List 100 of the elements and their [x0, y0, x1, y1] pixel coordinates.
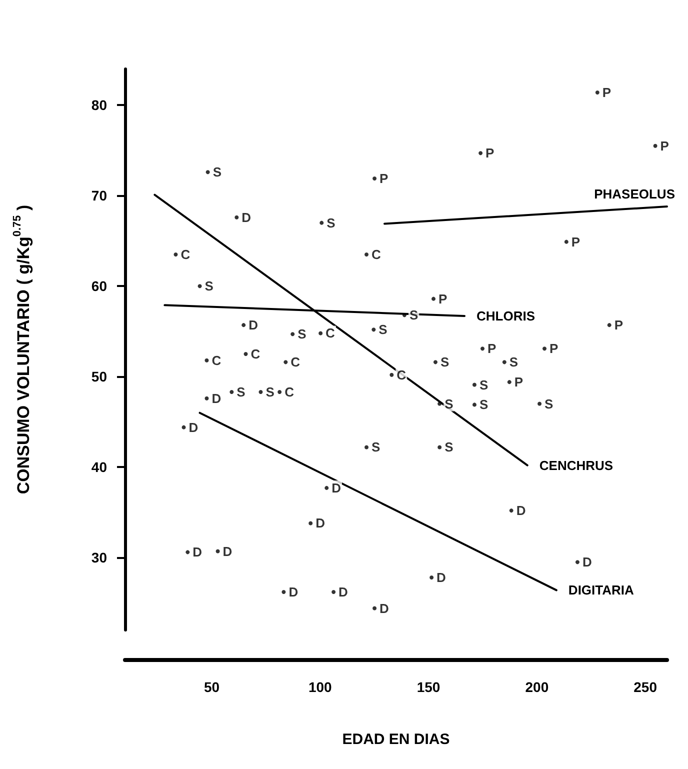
y-tick-label: 40: [91, 459, 108, 476]
text: D: [192, 544, 202, 560]
point: [372, 328, 376, 332]
text: D: [288, 584, 298, 600]
point: [244, 352, 248, 356]
point: [308, 521, 313, 526]
point: [507, 380, 512, 384]
point: [206, 170, 210, 174]
series-label: CENCHRUS: [539, 458, 614, 473]
point: [174, 252, 178, 256]
text: P: [486, 146, 494, 161]
point: [278, 390, 282, 394]
point: [509, 508, 514, 513]
x-tick-label: 100: [308, 679, 332, 695]
y-tick-label: 50: [91, 368, 108, 385]
text: D: [516, 503, 526, 518]
series-label: D: [242, 210, 252, 225]
text: P: [614, 318, 624, 333]
series-label: S: [212, 164, 222, 180]
text: P: [438, 291, 448, 306]
text: P: [488, 341, 496, 356]
point: [430, 576, 434, 580]
text: S: [266, 384, 274, 400]
point: [595, 90, 600, 95]
text: P: [514, 374, 524, 390]
text: P: [571, 234, 580, 250]
point: [432, 296, 436, 301]
point: [324, 486, 329, 490]
text: D: [188, 420, 198, 435]
text: D: [380, 600, 389, 616]
point: [480, 346, 485, 351]
text: S: [204, 278, 214, 294]
point: [204, 358, 209, 362]
point: [438, 402, 442, 406]
point: [564, 240, 568, 244]
point: [607, 323, 612, 328]
text: S: [236, 384, 246, 400]
text: S: [509, 354, 518, 370]
y-axis-title: CONSUMO VOLUNTARIO ( g/Kg0.75 ): [12, 204, 33, 494]
point: [364, 445, 369, 450]
point: [234, 215, 239, 220]
point: [258, 390, 263, 394]
text: P: [380, 170, 388, 186]
text: S: [479, 377, 488, 392]
point: [538, 402, 542, 406]
text: S: [298, 326, 306, 342]
text: S: [378, 322, 388, 338]
text: D: [222, 544, 232, 559]
text: C: [326, 326, 335, 341]
text: S: [544, 396, 554, 412]
text: C: [284, 384, 294, 400]
point: [472, 382, 476, 387]
text: P: [660, 138, 669, 154]
point: [318, 331, 323, 336]
point: [438, 445, 442, 450]
text: C: [396, 367, 406, 382]
point: [230, 390, 234, 394]
point: [364, 252, 369, 256]
series-label: P: [602, 85, 612, 100]
series-label: CHLORIS: [476, 308, 536, 324]
x-tick-label: 150: [416, 679, 440, 695]
point: [502, 360, 506, 364]
point: [204, 396, 209, 400]
point: [372, 176, 377, 180]
point: [372, 606, 377, 610]
text: C: [212, 352, 222, 368]
x-tick-label: 50: [204, 679, 220, 695]
text: S: [444, 396, 454, 412]
series-label: C: [180, 246, 191, 262]
point: [390, 372, 394, 377]
text: C: [372, 246, 381, 262]
text: C: [290, 354, 300, 370]
text: D: [338, 584, 348, 600]
x-tick-label: 250: [634, 679, 658, 695]
point: [284, 360, 288, 364]
point: [478, 151, 483, 156]
point: [198, 284, 202, 288]
y-tick-label: 70: [91, 188, 108, 204]
point: [575, 560, 580, 564]
point: [320, 220, 324, 225]
series-label: PHASEOLUS: [594, 186, 676, 202]
point: [472, 402, 476, 407]
point: [542, 346, 547, 351]
point: [290, 332, 295, 336]
y-tick-label: 30: [91, 550, 108, 566]
text: S: [444, 440, 454, 455]
point: [216, 549, 220, 554]
point: [282, 590, 286, 594]
text: P: [550, 341, 558, 356]
point: [332, 590, 336, 594]
y-tick-label: 60: [91, 278, 108, 294]
text: D: [316, 516, 325, 531]
x-axis-title: EDAD EN DIAS: [342, 731, 450, 748]
text: D: [582, 554, 592, 570]
text: D: [436, 570, 446, 586]
text: S: [409, 308, 418, 323]
text: D: [212, 390, 222, 406]
point: [182, 425, 186, 430]
x-tick-label: 200: [525, 679, 549, 695]
text: S: [326, 215, 336, 230]
